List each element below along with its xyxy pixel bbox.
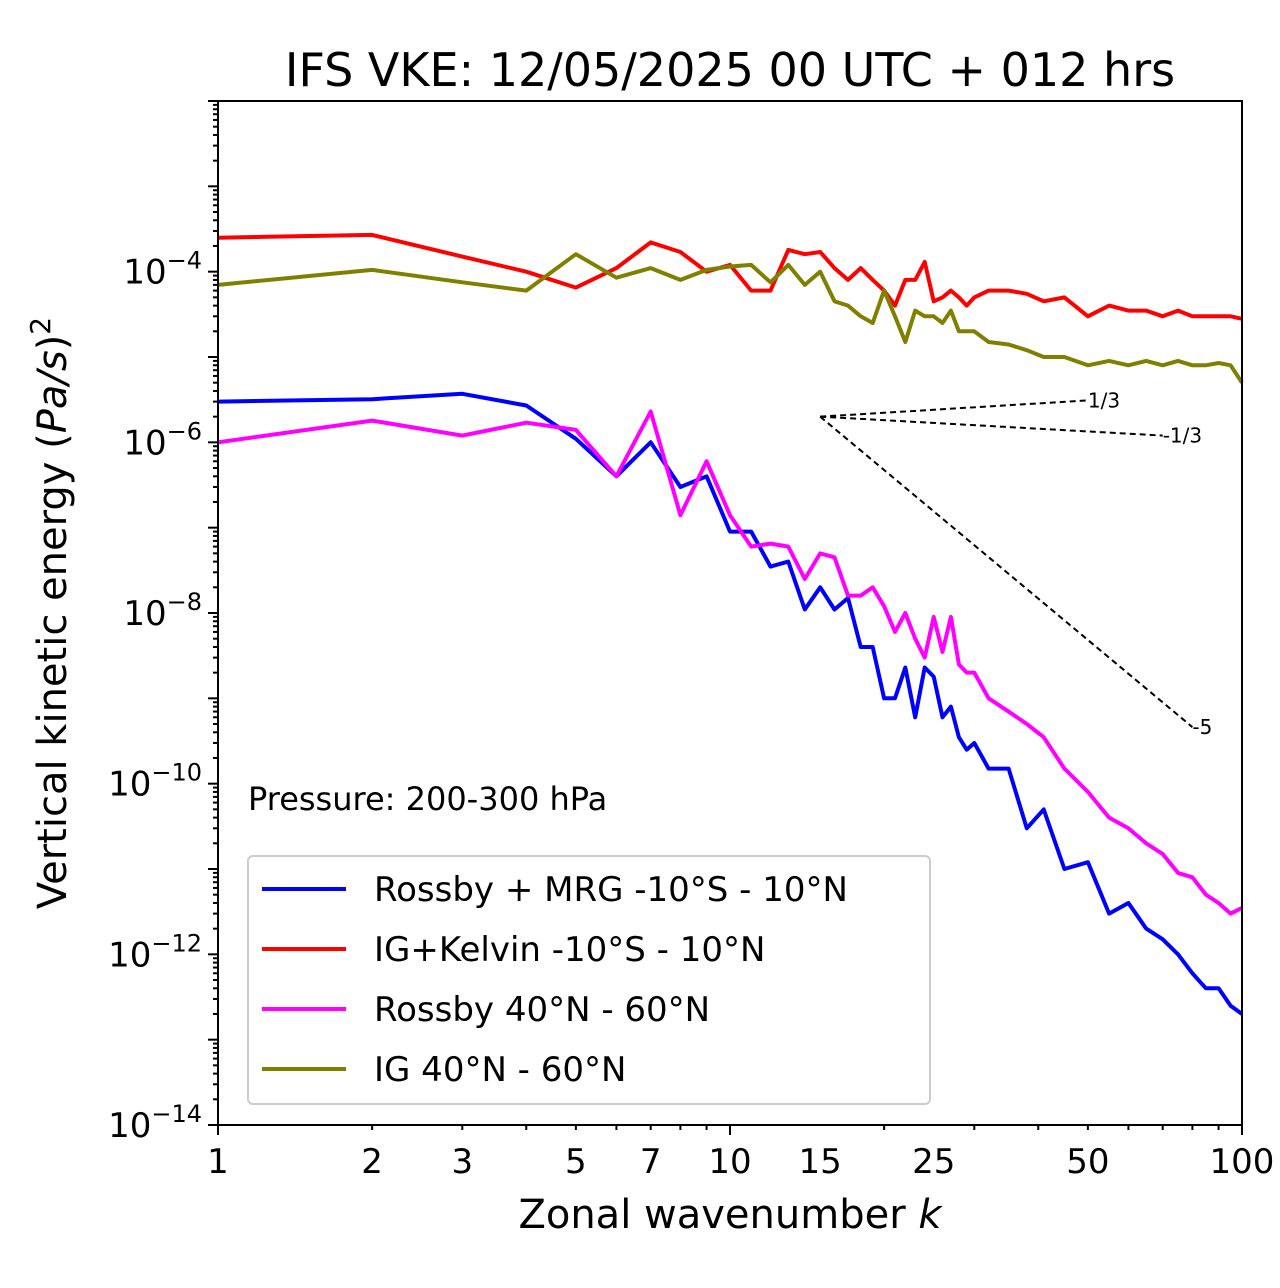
x-tick-label: 7 — [640, 1142, 662, 1182]
y-tick-label: 10−6 — [123, 417, 202, 463]
series-line-3 — [217, 409, 1243, 916]
x-tick-label: 1 — [207, 1142, 229, 1182]
series-layer — [217, 232, 1244, 1016]
legend-box — [247, 855, 931, 1105]
reference-slope-label: -5 — [1192, 715, 1212, 739]
reference-lines: 1/3 -1/3 -5 — [819, 388, 1212, 739]
y-tick-label: 10−10 — [108, 759, 202, 805]
y-tick-label: 10−14 — [108, 1100, 202, 1146]
reference-slope-label: 1/3 — [1088, 388, 1120, 412]
x-axis-label: Zonal wavenumber k — [518, 1192, 943, 1238]
y-tick-label: 10−4 — [123, 247, 202, 293]
x-tick-label: 25 — [912, 1142, 955, 1182]
reference-line-1 — [820, 399, 1088, 418]
legend-label-4: IG 40°N - 60°N — [374, 1050, 626, 1090]
x-tick-label: 10 — [708, 1142, 751, 1182]
y-axis-label-exp: 2 — [24, 317, 57, 335]
x-axis-label-var: k — [918, 1192, 943, 1238]
x-tick-label: 100 — [1210, 1142, 1275, 1182]
x-axis-label-text: Zonal wavenumber — [518, 1192, 918, 1238]
x-tick-label: 2 — [361, 1142, 383, 1182]
x-tick-label: 15 — [799, 1142, 842, 1182]
reference-line-3 — [819, 415, 1194, 728]
series-line-2 — [217, 232, 1243, 321]
y-tick-label: 10−8 — [123, 588, 202, 634]
x-tick-label: 3 — [451, 1142, 473, 1182]
legend-label-1: Rossby + MRG -10°S - 10°N — [374, 870, 848, 910]
reference-slope-label: -1/3 — [1163, 424, 1202, 448]
y-axis: 10−4 10−6 10−8 10−10 10−12 10−14 — [108, 100, 218, 1146]
y-axis-label-text: Vertical kinetic energy — [30, 449, 76, 909]
y-tick-label: 10−12 — [108, 929, 202, 975]
y-axis-label-var: Pa/s — [30, 350, 76, 433]
pressure-annotation: Pressure: 200-300 hPa — [248, 780, 607, 818]
x-tick-label: 5 — [565, 1142, 587, 1182]
x-tick-label: 50 — [1066, 1142, 1109, 1182]
y-axis-label: Vertical kinetic energy (Pa/s)2 — [24, 317, 76, 909]
x-axis: 1 2 3 5 7 10 15 25 50 100 — [207, 1125, 1274, 1182]
series-line-1 — [217, 391, 1244, 1016]
legend: Rossby + MRG -10°S - 10°N IG+Kelvin -10°S… — [247, 855, 931, 1105]
legend-label-3: Rossby 40°N - 60°N — [374, 990, 710, 1030]
legend-label-2: IG+Kelvin -10°S - 10°N — [374, 930, 765, 970]
series-line-4 — [217, 252, 1244, 384]
reference-line-2 — [820, 415, 1163, 437]
chart-title: IFS VKE: 12/05/2025 00 UTC + 012 hrs — [285, 43, 1175, 97]
